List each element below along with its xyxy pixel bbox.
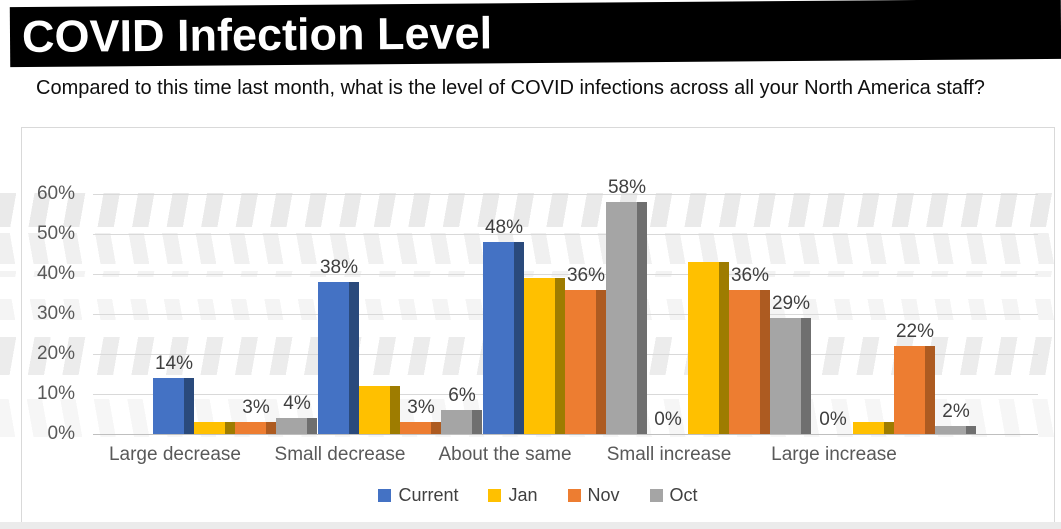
legend-item-jan: Jan [488, 485, 538, 506]
data-label-oct: 6% [448, 385, 476, 406]
bar-oct-side [637, 202, 647, 434]
bar-current-side [349, 282, 359, 434]
legend-swatch-oct [649, 489, 663, 502]
chart-card: 0% 10% 20% 30% 40% 50% 60% Large decrease Small … [21, 127, 1055, 523]
y-axis-tick: 40% [36, 263, 75, 284]
legend-label: Nov [587, 485, 620, 505]
legend-label: Oct [669, 485, 698, 505]
data-label-current: 0% [654, 409, 682, 430]
data-label-oct: 2% [942, 401, 970, 422]
title-bar: COVID Infection Level [9, 0, 1061, 68]
bar-oct-front [770, 318, 801, 434]
bar-jan-side [555, 278, 565, 434]
bar-jan-side [225, 422, 235, 434]
bar-current-front [318, 282, 349, 434]
x-axis-category-label: Small increase [606, 444, 732, 465]
data-label-oct: 4% [283, 393, 311, 414]
legend-label: Current [398, 485, 459, 505]
gridline-0% [93, 434, 1038, 435]
bar-jan-front [688, 262, 719, 434]
page-title: COVID Infection Level [21, 7, 493, 63]
bar-oct-front [441, 410, 472, 434]
bar-oct-side [801, 318, 811, 434]
bar-oct-side [472, 410, 482, 434]
bar-nov-front [565, 290, 596, 434]
bar-nov-front [400, 422, 431, 434]
bar-jan-front [524, 278, 555, 434]
bar-jan-front [359, 386, 390, 434]
y-axis-tick: 10% [36, 383, 75, 404]
bar-jan-side [719, 262, 729, 434]
data-label-current: 38% [319, 257, 359, 278]
chart-legend: Current Jan Nov Oct [22, 485, 1054, 506]
data-label-oct: 29% [771, 293, 811, 314]
watermark-band [0, 193, 1055, 227]
legend-label: Jan [508, 485, 538, 505]
bar-oct-side [307, 418, 317, 434]
bar-oct-side [966, 426, 976, 434]
bar-nov-side [431, 422, 441, 434]
legend-item-nov: Nov [567, 485, 620, 506]
gridline-50% [93, 234, 1038, 235]
bar-nov-side [596, 290, 606, 434]
data-label-oct: 58% [607, 177, 647, 198]
watermark-band [0, 233, 1055, 264]
data-label-nov: 3% [407, 397, 435, 418]
bar-nov-side [760, 290, 770, 434]
legend-item-oct: Oct [649, 485, 698, 506]
y-axis-tick: 60% [36, 183, 75, 204]
bar-current-side [514, 242, 524, 434]
gridline-40% [93, 274, 1038, 275]
bar-nov-side [925, 346, 935, 434]
survey-question: Compared to this time last month, what i… [36, 77, 985, 99]
bar-current-front [483, 242, 514, 434]
data-label-nov: 3% [242, 397, 270, 418]
bar-oct-front [606, 202, 637, 434]
bar-jan-front [194, 422, 225, 434]
data-label-nov: 36% [566, 265, 606, 286]
x-axis-category-label: About the same [438, 444, 572, 465]
y-axis-tick: 30% [36, 303, 75, 324]
gridline-60% [93, 194, 1038, 195]
x-axis-category-label: Large decrease [108, 444, 242, 465]
x-axis-category-label: Large increase [771, 444, 897, 465]
data-label-nov: 36% [730, 265, 770, 286]
y-axis-tick: 20% [36, 343, 75, 364]
legend-swatch-jan [488, 489, 502, 502]
page-edge [0, 522, 1061, 529]
data-label-current: 48% [484, 217, 524, 238]
bar-nov-side [266, 422, 276, 434]
bar-oct-front [935, 426, 966, 434]
bar-nov-front [235, 422, 266, 434]
legend-swatch-nov [567, 489, 581, 502]
bar-chart-plot-area: 0% 10% 20% 30% 40% 50% 60% Large decrease Small … [22, 128, 1054, 522]
bar-nov-front [729, 290, 760, 434]
bar-oct-front [276, 418, 307, 434]
bar-jan-side [884, 422, 894, 434]
bar-nov-front [894, 346, 925, 434]
bar-jan-side [390, 386, 400, 434]
bar-current-front [153, 378, 184, 434]
x-axis-category-label: Small decrease [274, 444, 406, 465]
data-label-current: 14% [154, 353, 194, 374]
legend-item-current: Current [378, 485, 458, 506]
data-label-nov: 22% [895, 321, 935, 342]
bar-jan-front [853, 422, 884, 434]
legend-swatch-current [378, 489, 392, 502]
bar-current-side [184, 378, 194, 434]
data-label-current: 0% [819, 409, 847, 430]
y-axis-tick: 0% [47, 423, 75, 444]
y-axis-tick: 50% [36, 223, 75, 244]
